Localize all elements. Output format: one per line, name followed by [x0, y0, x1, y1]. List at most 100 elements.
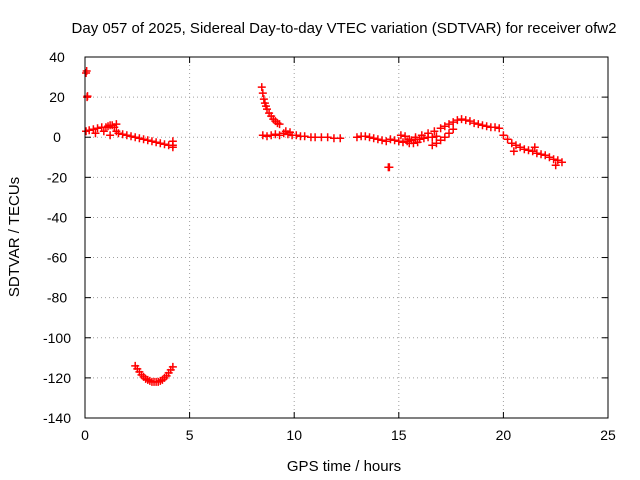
data-point	[461, 116, 470, 125]
x-axis-label: GPS time / hours	[287, 458, 401, 475]
data-point	[286, 128, 295, 137]
data-point	[428, 141, 437, 150]
data-point	[114, 129, 123, 138]
data-point	[495, 124, 504, 133]
data-point	[545, 153, 554, 162]
data-point	[263, 105, 272, 114]
data-point	[352, 133, 361, 142]
x-tick-label: 25	[600, 427, 616, 443]
data-point	[445, 129, 454, 138]
x-tick-label: 5	[186, 427, 194, 443]
data-point	[259, 95, 268, 104]
data-point	[267, 131, 276, 140]
data-point	[82, 67, 91, 76]
data-point	[436, 136, 445, 145]
series-dip-segment	[131, 361, 177, 386]
data-point	[168, 143, 177, 152]
data-point	[424, 129, 433, 138]
data-point	[453, 116, 462, 125]
data-point	[378, 136, 387, 145]
data-point	[156, 139, 165, 148]
data-point	[432, 139, 441, 148]
data-point	[361, 132, 370, 141]
data-point	[147, 137, 156, 146]
y-tick-label: -100	[43, 330, 71, 346]
y-tick-label: -20	[47, 169, 67, 185]
data-point	[396, 131, 405, 140]
data-point	[135, 134, 144, 143]
series-decay-8-9h	[257, 83, 284, 129]
data-point	[470, 119, 479, 128]
data-point	[131, 133, 140, 142]
data-point	[551, 161, 560, 170]
data-point	[91, 129, 100, 138]
data-point	[528, 147, 537, 156]
data-point	[541, 151, 550, 160]
data-point	[281, 127, 290, 136]
data-point	[482, 122, 491, 131]
data-point	[516, 143, 525, 152]
data-point	[511, 141, 520, 150]
y-tick-label: -120	[43, 370, 71, 386]
data-point	[409, 139, 418, 148]
data-point	[520, 145, 529, 154]
x-tick-label: 20	[496, 427, 512, 443]
data-point	[160, 140, 169, 149]
y-tick-label: 20	[49, 89, 65, 105]
data-point	[394, 137, 403, 146]
series-segment-13-17h	[352, 131, 441, 148]
data-point	[99, 127, 108, 136]
y-tick-label: 40	[49, 49, 65, 65]
data-point	[474, 120, 483, 129]
data-point	[258, 131, 267, 140]
x-tick-label: 10	[286, 427, 302, 443]
data-point	[553, 156, 562, 165]
data-point	[436, 124, 445, 133]
x-tick-label: 0	[81, 427, 89, 443]
y-tick-label: -60	[47, 250, 67, 266]
data-point	[386, 135, 395, 144]
data-point	[106, 131, 115, 140]
chart-title: Day 057 of 2025, Sidereal Day-to-day VTE…	[72, 20, 617, 37]
data-point	[168, 362, 177, 371]
data-point	[118, 130, 127, 139]
data-point	[127, 132, 136, 141]
grid-lines	[85, 57, 608, 418]
data-point	[465, 117, 474, 126]
data-point	[336, 134, 345, 143]
y-tick-label: -80	[47, 290, 67, 306]
data-point	[417, 131, 426, 140]
data-point	[275, 120, 284, 129]
data-point	[263, 132, 272, 141]
data-point	[413, 138, 422, 147]
data-point	[405, 135, 414, 144]
data-point	[143, 136, 152, 145]
series-segment-8-12h	[258, 127, 345, 143]
x-tick-label: 15	[391, 427, 407, 443]
data-point	[457, 115, 466, 124]
data-point	[503, 135, 512, 144]
x-tick-labels: 0 5 10 15 20 25	[81, 427, 616, 443]
data-point	[537, 150, 546, 159]
data-point	[524, 146, 533, 155]
data-point	[373, 135, 382, 144]
data-point	[382, 137, 391, 146]
data-point	[549, 155, 558, 164]
data-point	[257, 83, 266, 92]
data-point	[449, 125, 458, 134]
series-segment-20-23h	[499, 131, 566, 170]
y-axis-label: SDTVAR / TECUs	[6, 177, 23, 297]
y-tick-label: 0	[53, 129, 61, 145]
data-point	[390, 136, 399, 145]
data-point	[440, 122, 449, 131]
data-point	[449, 118, 458, 127]
data-point	[292, 131, 301, 140]
data-point	[365, 133, 374, 142]
data-point	[430, 127, 439, 136]
data-point	[122, 131, 131, 140]
data-point	[499, 131, 508, 140]
y-tick-label: -140	[43, 410, 71, 426]
data-point	[139, 135, 148, 144]
